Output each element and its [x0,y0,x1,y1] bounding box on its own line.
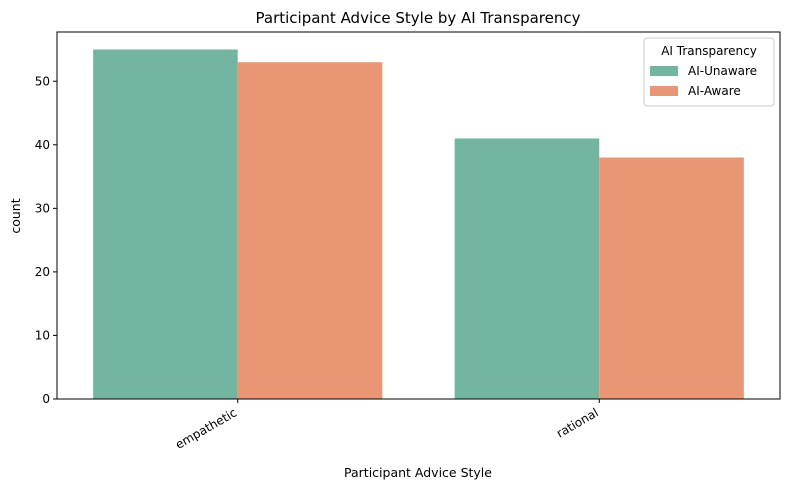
y-tick-label: 20 [35,265,50,279]
y-tick-label: 10 [35,328,50,342]
chart-title: Participant Advice Style by AI Transpare… [256,9,581,27]
y-tick-label: 50 [35,74,50,88]
x-tick-label-empathetic: empathetic [173,405,239,451]
legend-swatch-ai-aware [650,86,678,96]
axes-layer [56,31,781,400]
plot-frame [56,31,781,400]
y-axis: 0 10 20 30 40 50 [35,74,57,406]
bar-ai-unaware-rational [454,138,600,399]
y-tick-label: 30 [35,201,50,215]
bars-layer [93,49,744,399]
legend-label-ai-unaware: AI-Unaware [688,64,757,78]
y-tick-label: 40 [35,138,50,152]
x-tick-label-rational: rational [554,405,601,440]
x-axis: empathetic rational [173,399,601,452]
bar-ai-unaware-empathetic [93,49,238,399]
legend-swatch-ai-unaware [650,66,678,76]
y-tick-label: 0 [42,392,50,406]
legend-label-ai-aware: AI-Aware [688,84,741,98]
legend: AI Transparency AI-Unaware AI-Aware [643,37,775,107]
legend-title: AI Transparency [661,44,757,58]
bar-ai-aware-rational [599,157,744,399]
y-axis-label: count [8,198,23,233]
x-axis-label: Participant Advice Style [344,465,492,480]
bar-ai-aware-empathetic [237,62,383,399]
